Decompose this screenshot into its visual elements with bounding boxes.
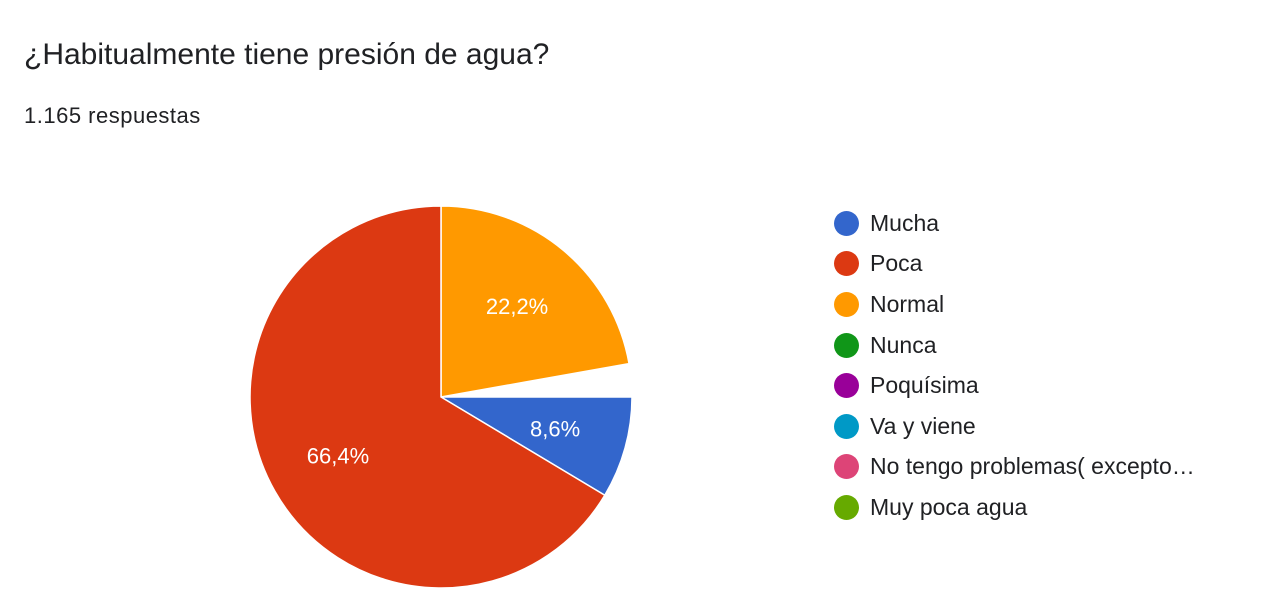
slice-label: 66,4% [307,443,369,468]
legend-item: Va y viene [834,406,1195,447]
legend-swatch [834,494,859,520]
pie-slice-normal [440,205,630,398]
legend-item: Nunca [834,325,1195,366]
legend-item: Poca [834,244,1195,285]
chart-title: ¿Habitualmente tiene presión de agua? [24,38,550,71]
pie-slice-mucha [438,396,633,497]
legend-swatch [834,210,859,236]
legend-swatch [834,454,859,480]
legend-swatch [834,413,859,439]
legend-swatch [834,291,859,317]
legend-item: Poquísima [834,365,1195,406]
legend-label: Muy poca agua [870,493,1028,520]
legend-swatch [834,373,859,399]
legend-label: Nunca [870,331,937,358]
legend-label: Poca [870,250,923,277]
legend-label: Mucha [870,209,940,236]
pie-chart: 22,2% 8,6% 66,4% [249,205,633,589]
response-count: 1.165 respuestas [24,103,201,128]
legend-label: Va y viene [870,412,976,439]
legend: Mucha Poca Normal Nunca Poquísima Va y viene N… [834,203,1195,528]
legend-swatch [834,332,859,358]
legend-item: Mucha [834,203,1195,244]
legend-label: No tengo problemas( excepto… [870,453,1195,480]
legend-label: Normal [870,290,945,317]
pie-slice-poca [249,205,606,589]
legend-label: Poquísima [870,372,979,399]
legend-item: Normal [834,284,1195,325]
slice-label: 8,6% [530,417,580,442]
slice-label: 22,2% [486,294,548,319]
legend-item: No tengo problemas( excepto… [834,447,1195,488]
legend-swatch [834,251,859,277]
legend-item: Muy poca agua [834,487,1195,528]
